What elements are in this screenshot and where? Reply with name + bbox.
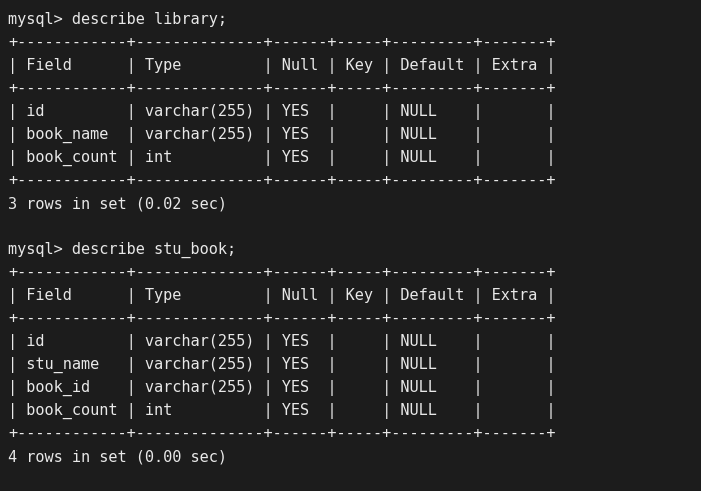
Text: 4 rows in set (0.00 sec): 4 rows in set (0.00 sec) — [8, 449, 227, 464]
Text: | book_name  | varchar(255) | YES  |     | NULL    |       |: | book_name | varchar(255) | YES | | NUL… — [8, 126, 555, 142]
Text: +------------+--------------+------+-----+---------+-------+: +------------+--------------+------+----… — [8, 265, 555, 280]
Text: +------------+--------------+------+-----+---------+-------+: +------------+--------------+------+----… — [8, 426, 555, 441]
Text: mysql> describe stu_book;: mysql> describe stu_book; — [8, 242, 236, 258]
Text: | book_id    | varchar(255) | YES  |     | NULL    |       |: | book_id | varchar(255) | YES | | NULL … — [8, 380, 555, 396]
Text: | Field      | Type         | Null | Key | Default | Extra |: | Field | Type | Null | Key | Default | … — [8, 57, 555, 74]
Text: +------------+--------------+------+-----+---------+-------+: +------------+--------------+------+----… — [8, 173, 555, 188]
Text: mysql> describe library;: mysql> describe library; — [8, 12, 227, 27]
Text: | id         | varchar(255) | YES  |     | NULL    |       |: | id | varchar(255) | YES | | NULL | | — [8, 104, 555, 119]
Text: | book_count | int          | YES  |     | NULL    |       |: | book_count | int | YES | | NULL | | — [8, 149, 555, 165]
Text: 3 rows in set (0.02 sec): 3 rows in set (0.02 sec) — [8, 196, 227, 211]
Text: | stu_name   | varchar(255) | YES  |     | NULL    |       |: | stu_name | varchar(255) | YES | | NULL… — [8, 356, 555, 373]
Text: +------------+--------------+------+-----+---------+-------+: +------------+--------------+------+----… — [8, 311, 555, 326]
Text: | id         | varchar(255) | YES  |     | NULL    |       |: | id | varchar(255) | YES | | NULL | | — [8, 333, 555, 350]
Text: | book_count | int          | YES  |     | NULL    |       |: | book_count | int | YES | | NULL | | — [8, 403, 555, 419]
Text: | Field      | Type         | Null | Key | Default | Extra |: | Field | Type | Null | Key | Default | … — [8, 288, 555, 303]
Text: +------------+--------------+------+-----+---------+-------+: +------------+--------------+------+----… — [8, 35, 555, 50]
Text: +------------+--------------+------+-----+---------+-------+: +------------+--------------+------+----… — [8, 81, 555, 96]
